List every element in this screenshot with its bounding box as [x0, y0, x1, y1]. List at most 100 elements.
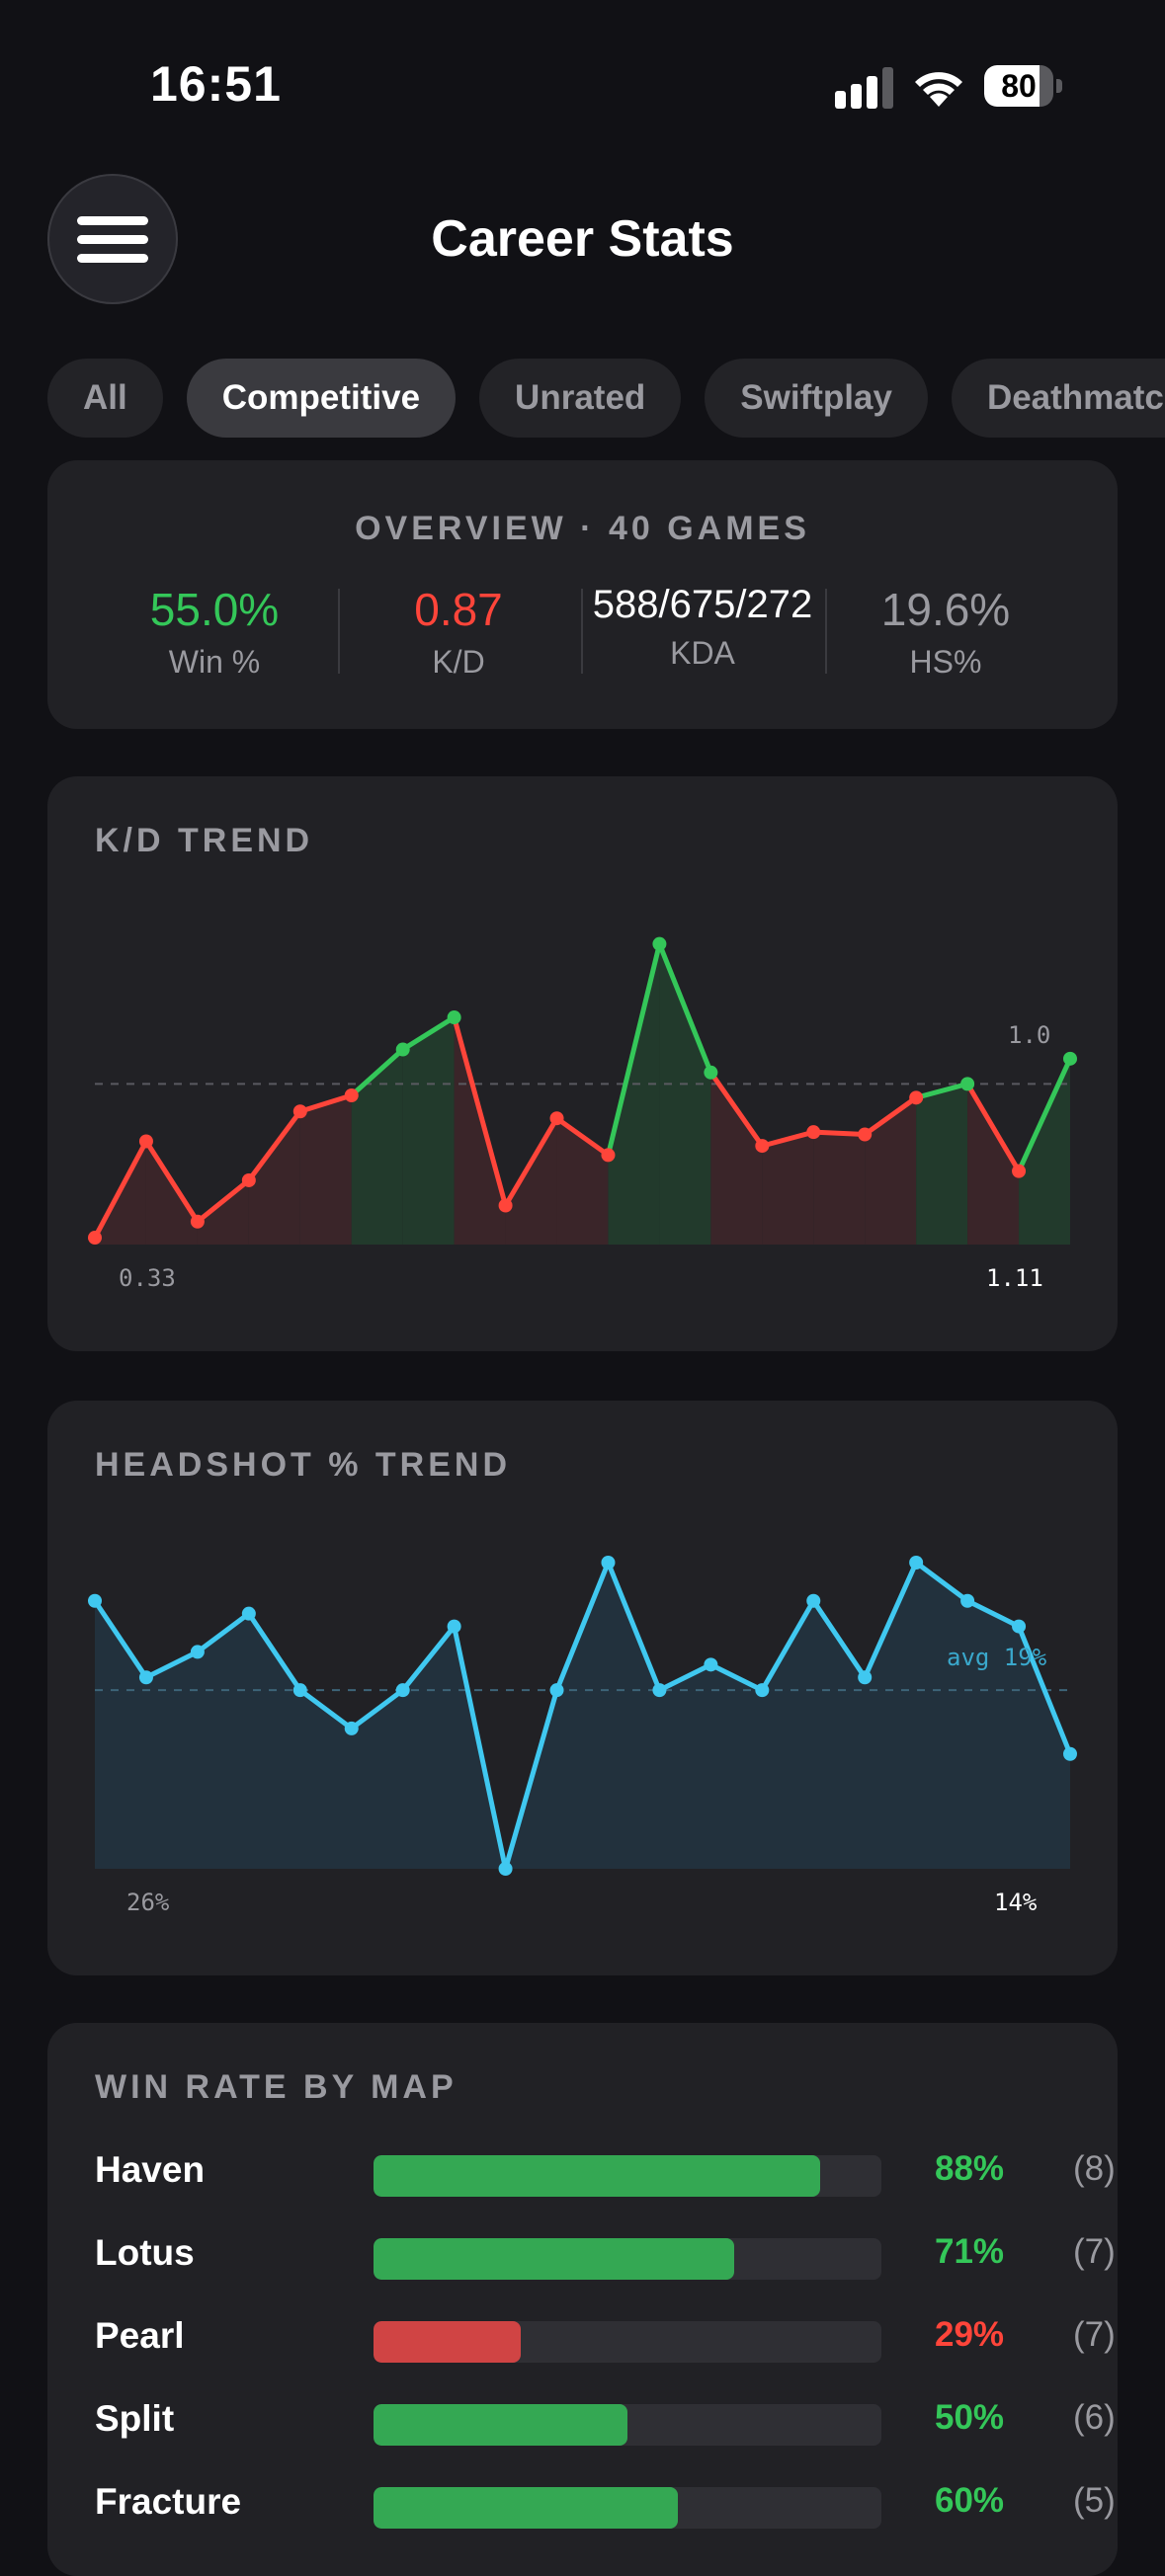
- kd-point: [858, 1127, 873, 1142]
- kd-reference-label: 1.0: [1008, 1021, 1051, 1049]
- hs-trend-chart: [88, 1556, 1077, 1876]
- kd-point: [601, 1148, 616, 1163]
- hs-point: [960, 1593, 975, 1608]
- wifi-icon: [915, 72, 962, 107]
- kd-line-segment: [810, 1129, 868, 1137]
- kd-trend-chart: [88, 936, 1077, 1246]
- map-winrate-percent: 50%: [935, 2398, 1005, 2437]
- hs-point: [241, 1606, 256, 1621]
- tab-competitive[interactable]: Competitive: [186, 359, 457, 438]
- hs-point: [447, 1619, 461, 1634]
- battery-level: 80: [1001, 68, 1037, 104]
- map-row: Lotus 71% (7): [95, 2226, 1118, 2286]
- kd-area-loss: [197, 1179, 249, 1245]
- kd-point: [652, 936, 667, 951]
- kd-area-win: [402, 1017, 455, 1245]
- tab-swiftplay[interactable]: Swiftplay: [705, 359, 928, 438]
- kd-area-loss: [762, 1132, 814, 1245]
- stat-label: KDA: [670, 635, 735, 671]
- stat-kda: 588/675/272 KDA: [574, 583, 831, 672]
- map-row: Fracture 60% (5): [95, 2475, 1118, 2535]
- kd-area-loss: [454, 1017, 506, 1245]
- kd-area-loss: [505, 1118, 557, 1245]
- kd-area-win: [351, 1049, 403, 1245]
- kd-point: [1063, 1051, 1077, 1066]
- stat-label: K/D: [432, 644, 485, 680]
- kd-point: [909, 1090, 924, 1105]
- map-name: Haven: [95, 2149, 206, 2190]
- kd-line-segment: [143, 1138, 201, 1225]
- kd-trend-title: K/D TREND: [95, 822, 314, 859]
- kd-line-segment: [297, 1092, 355, 1114]
- kd-area-loss: [967, 1084, 1020, 1245]
- tab-all[interactable]: All: [47, 359, 163, 438]
- divider: [338, 589, 340, 674]
- kd-area-loss: [813, 1132, 866, 1245]
- overview-title: OVERVIEW · 40 GAMES: [355, 510, 810, 547]
- map-winrate-title: WIN RATE BY MAP: [95, 2068, 458, 2106]
- map-games-count: (8): [1073, 2149, 1116, 2188]
- map-games-count: (7): [1073, 2315, 1116, 2354]
- kd-trend-card: K/D TREND 1.0 0.33 1.11: [47, 776, 1118, 1351]
- kd-area-loss: [299, 1095, 352, 1245]
- map-winrate-bar: [374, 2487, 881, 2529]
- status-bar: 16:51 80: [0, 0, 1165, 168]
- kd-point: [549, 1111, 564, 1126]
- kd-point: [704, 1065, 718, 1080]
- hs-point: [190, 1645, 205, 1659]
- hs-point: [858, 1670, 873, 1685]
- hs-point: [1063, 1746, 1077, 1761]
- kd-line-segment: [246, 1108, 303, 1183]
- stat-kd: 0.87 K/D: [340, 583, 577, 681]
- kd-point: [498, 1198, 513, 1213]
- kd-area-loss: [145, 1141, 198, 1245]
- hs-point: [755, 1683, 770, 1698]
- kd-line-segment: [862, 1094, 919, 1137]
- kd-area-win: [659, 943, 711, 1245]
- map-winrate-bar: [374, 2155, 881, 2197]
- kd-line-segment: [92, 1138, 149, 1241]
- kd-line-segment: [707, 1070, 765, 1149]
- mode-tabs: All Competitive Unrated Swiftplay Deathmatch: [47, 359, 1165, 438]
- kd-point: [344, 1088, 359, 1102]
- map-winrate-bar: [374, 2404, 881, 2446]
- map-name: Fracture: [95, 2481, 242, 2522]
- map-row: Split 50% (6): [95, 2392, 1118, 2452]
- stat-value: 55.0%: [149, 584, 280, 635]
- kd-point: [241, 1172, 256, 1187]
- status-time: 16:51: [150, 56, 282, 112]
- kd-area-win: [1019, 1058, 1070, 1245]
- kd-point: [292, 1104, 307, 1119]
- kd-area-loss: [556, 1118, 609, 1245]
- kd-line-segment: [1016, 1056, 1073, 1174]
- hs-first-label: 26%: [126, 1889, 170, 1916]
- kd-line-segment: [656, 941, 713, 1076]
- kd-point: [806, 1125, 821, 1140]
- kd-area-win: [916, 1084, 968, 1245]
- map-games-count: (5): [1073, 2481, 1116, 2520]
- map-winrate-percent: 88%: [935, 2149, 1005, 2188]
- stat-value: 0.87: [414, 584, 503, 635]
- menu-button[interactable]: [47, 174, 178, 304]
- hs-point: [88, 1593, 102, 1608]
- battery-fill: [984, 65, 1040, 107]
- hs-point: [549, 1683, 564, 1698]
- kd-point: [395, 1042, 410, 1057]
- kd-line-segment: [605, 941, 662, 1158]
- map-winrate-fill: [374, 2155, 821, 2197]
- kd-last-label: 1.11: [986, 1264, 1043, 1292]
- stat-value: 588/675/272: [592, 583, 813, 626]
- divider: [581, 589, 583, 674]
- kd-point: [88, 1231, 102, 1246]
- tab-unrated[interactable]: Unrated: [479, 359, 682, 438]
- stat-hs: 19.6% HS%: [827, 583, 1064, 681]
- battery-icon: 80: [984, 65, 1063, 107]
- map-winrate-fill: [374, 2238, 734, 2280]
- map-winrate-bar: [374, 2238, 881, 2280]
- kd-line-segment: [503, 1115, 560, 1209]
- overview-card: OVERVIEW · 40 GAMES 55.0% Win % 0.87 K/D…: [47, 460, 1118, 729]
- stat-label: Win %: [168, 644, 261, 680]
- hs-point: [395, 1683, 410, 1698]
- hs-point: [292, 1683, 307, 1698]
- tab-deathmatch[interactable]: Deathmatch: [951, 359, 1165, 438]
